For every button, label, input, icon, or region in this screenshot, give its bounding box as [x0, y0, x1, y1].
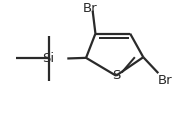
Text: S: S [112, 69, 120, 82]
Text: Br: Br [82, 2, 97, 15]
Text: Si: Si [43, 52, 55, 65]
Text: Br: Br [158, 74, 172, 87]
